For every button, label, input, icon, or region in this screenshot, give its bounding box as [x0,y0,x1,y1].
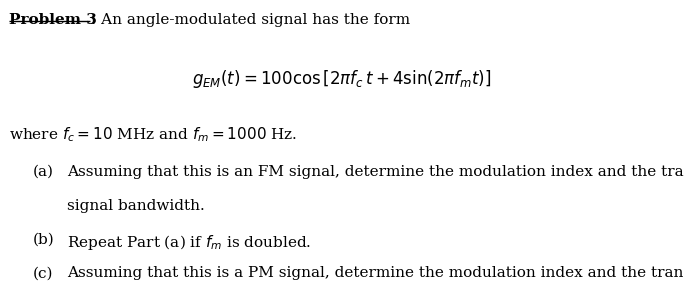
Text: signal bandwidth.: signal bandwidth. [67,199,205,213]
Text: (c): (c) [33,266,53,281]
Text: Repeat Part (a) if $f_m$ is doubled.: Repeat Part (a) if $f_m$ is doubled. [67,233,311,252]
Text: where $f_c = 10$ MHz and $f_m = 1000$ Hz.: where $f_c = 10$ MHz and $f_m = 1000$ Hz… [9,125,298,144]
Text: (b): (b) [33,233,55,247]
Text: (a): (a) [33,165,54,179]
Text: Assuming that this is a PM signal, determine the modulation index and the transm: Assuming that this is a PM signal, deter… [67,266,684,281]
Text: $g_{EM}(t) = 100\cos\left[2\pi f_c\, t + 4\sin(2\pi f_m t)\right]$: $g_{EM}(t) = 100\cos\left[2\pi f_c\, t +… [192,68,492,90]
Text: : An angle-modulated signal has the form: : An angle-modulated signal has the form [91,13,410,27]
Text: Problem 3: Problem 3 [9,13,96,27]
Text: Assuming that this is an FM signal, determine the modulation index and the trans: Assuming that this is an FM signal, dete… [67,165,684,179]
